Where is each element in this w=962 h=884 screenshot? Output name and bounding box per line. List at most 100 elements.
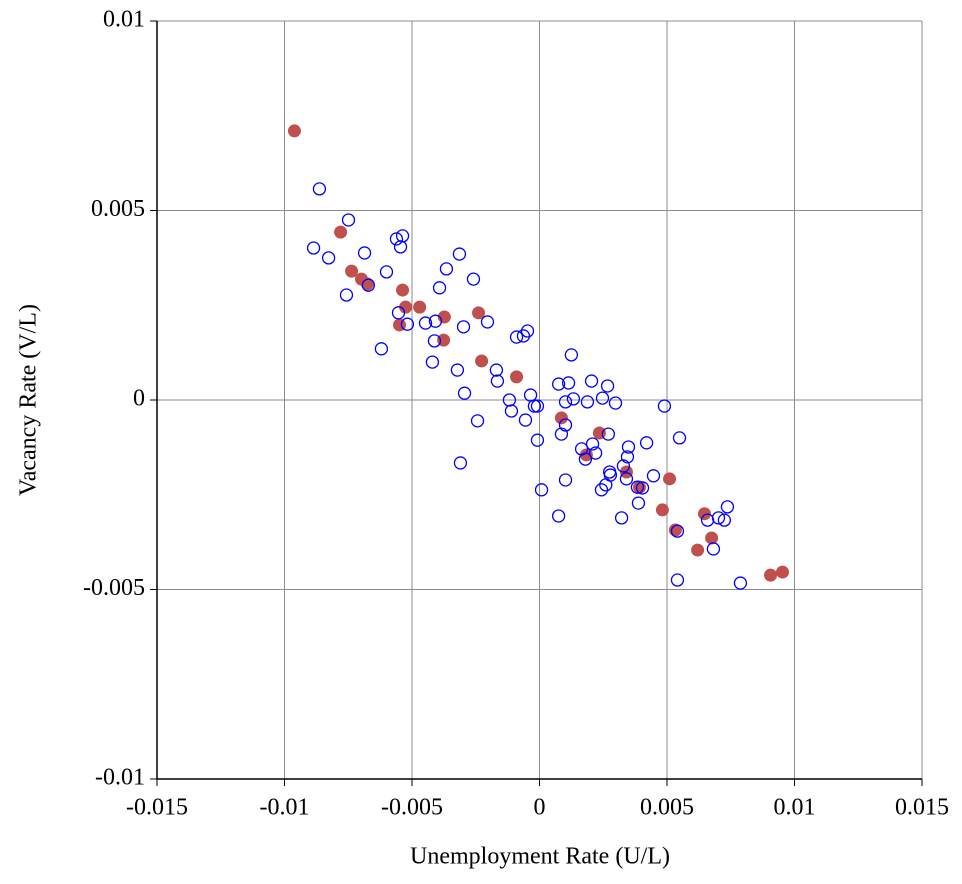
point bbox=[489, 363, 504, 377]
point bbox=[764, 568, 778, 582]
point bbox=[427, 334, 442, 348]
point bbox=[453, 456, 468, 470]
point bbox=[601, 427, 615, 441]
point bbox=[516, 329, 531, 343]
point bbox=[457, 386, 472, 400]
point bbox=[321, 251, 336, 265]
point bbox=[564, 348, 579, 362]
point bbox=[697, 507, 711, 521]
x-tick-label: 0 bbox=[534, 795, 546, 821]
point bbox=[400, 317, 415, 331]
x-tick-label: -0.01 bbox=[260, 795, 310, 821]
y-tick-label: 0.01 bbox=[103, 7, 145, 33]
point bbox=[630, 480, 645, 494]
point bbox=[551, 377, 566, 391]
point bbox=[619, 465, 633, 479]
point bbox=[480, 315, 495, 329]
point bbox=[717, 513, 732, 527]
point bbox=[518, 413, 533, 427]
point bbox=[425, 355, 440, 369]
point bbox=[594, 483, 609, 497]
point bbox=[339, 288, 354, 302]
point bbox=[595, 391, 610, 405]
x-tick-label: -0.015 bbox=[126, 795, 188, 821]
point bbox=[600, 379, 615, 393]
point bbox=[341, 213, 356, 227]
point bbox=[616, 459, 631, 473]
point bbox=[711, 511, 726, 525]
point bbox=[558, 395, 573, 409]
x-tick-label: -0.005 bbox=[381, 795, 443, 821]
point bbox=[432, 281, 447, 295]
point bbox=[391, 306, 406, 320]
point bbox=[472, 306, 486, 320]
point bbox=[580, 395, 595, 409]
point bbox=[357, 246, 372, 260]
point bbox=[504, 404, 519, 418]
point bbox=[599, 478, 613, 492]
point bbox=[520, 324, 535, 338]
y-tick-label: -0.005 bbox=[83, 575, 145, 601]
point bbox=[566, 392, 581, 406]
point bbox=[551, 509, 566, 523]
point bbox=[558, 418, 573, 432]
y-axis-label: Vacancy Rate (V/L) bbox=[16, 304, 42, 496]
point bbox=[439, 262, 454, 276]
x-tick-label: 0.015 bbox=[895, 795, 949, 821]
point bbox=[490, 374, 505, 388]
point bbox=[527, 399, 542, 413]
point bbox=[619, 472, 634, 486]
point bbox=[561, 376, 576, 390]
point bbox=[657, 399, 672, 413]
point bbox=[452, 247, 467, 261]
point bbox=[475, 354, 489, 368]
point bbox=[450, 363, 465, 377]
point bbox=[663, 472, 677, 486]
point bbox=[614, 511, 629, 525]
point bbox=[733, 576, 748, 590]
point bbox=[584, 374, 599, 388]
point bbox=[428, 314, 443, 328]
point bbox=[374, 342, 389, 356]
point bbox=[396, 283, 410, 297]
point bbox=[554, 427, 569, 441]
point bbox=[418, 316, 433, 330]
point bbox=[621, 440, 636, 454]
x-axis-label: Unemployment Rate (U/L) bbox=[410, 844, 670, 870]
point bbox=[287, 124, 301, 138]
y-tick-label: 0.005 bbox=[91, 196, 145, 222]
point bbox=[306, 241, 321, 255]
point bbox=[379, 265, 394, 279]
point bbox=[466, 272, 481, 286]
point bbox=[776, 565, 790, 579]
point bbox=[635, 481, 650, 495]
point bbox=[470, 414, 485, 428]
point bbox=[655, 503, 669, 517]
point bbox=[558, 473, 573, 487]
point bbox=[413, 300, 427, 314]
point bbox=[530, 399, 545, 413]
y-tick-label: -0.01 bbox=[95, 765, 145, 791]
point bbox=[523, 388, 538, 402]
point bbox=[639, 436, 654, 450]
x-tick-label: 0.005 bbox=[640, 795, 694, 821]
point bbox=[345, 264, 359, 278]
point bbox=[631, 496, 646, 510]
point bbox=[670, 573, 685, 587]
point bbox=[399, 300, 413, 314]
point bbox=[554, 411, 568, 425]
point bbox=[456, 320, 471, 334]
point bbox=[672, 431, 687, 445]
point bbox=[691, 543, 705, 557]
x-tick-label: 0.01 bbox=[774, 795, 816, 821]
point bbox=[393, 240, 408, 254]
point bbox=[588, 446, 603, 460]
point bbox=[578, 452, 593, 466]
point bbox=[361, 278, 376, 292]
point bbox=[585, 437, 600, 451]
point bbox=[509, 330, 524, 344]
point bbox=[706, 542, 721, 556]
point bbox=[646, 469, 661, 483]
point bbox=[334, 225, 348, 239]
